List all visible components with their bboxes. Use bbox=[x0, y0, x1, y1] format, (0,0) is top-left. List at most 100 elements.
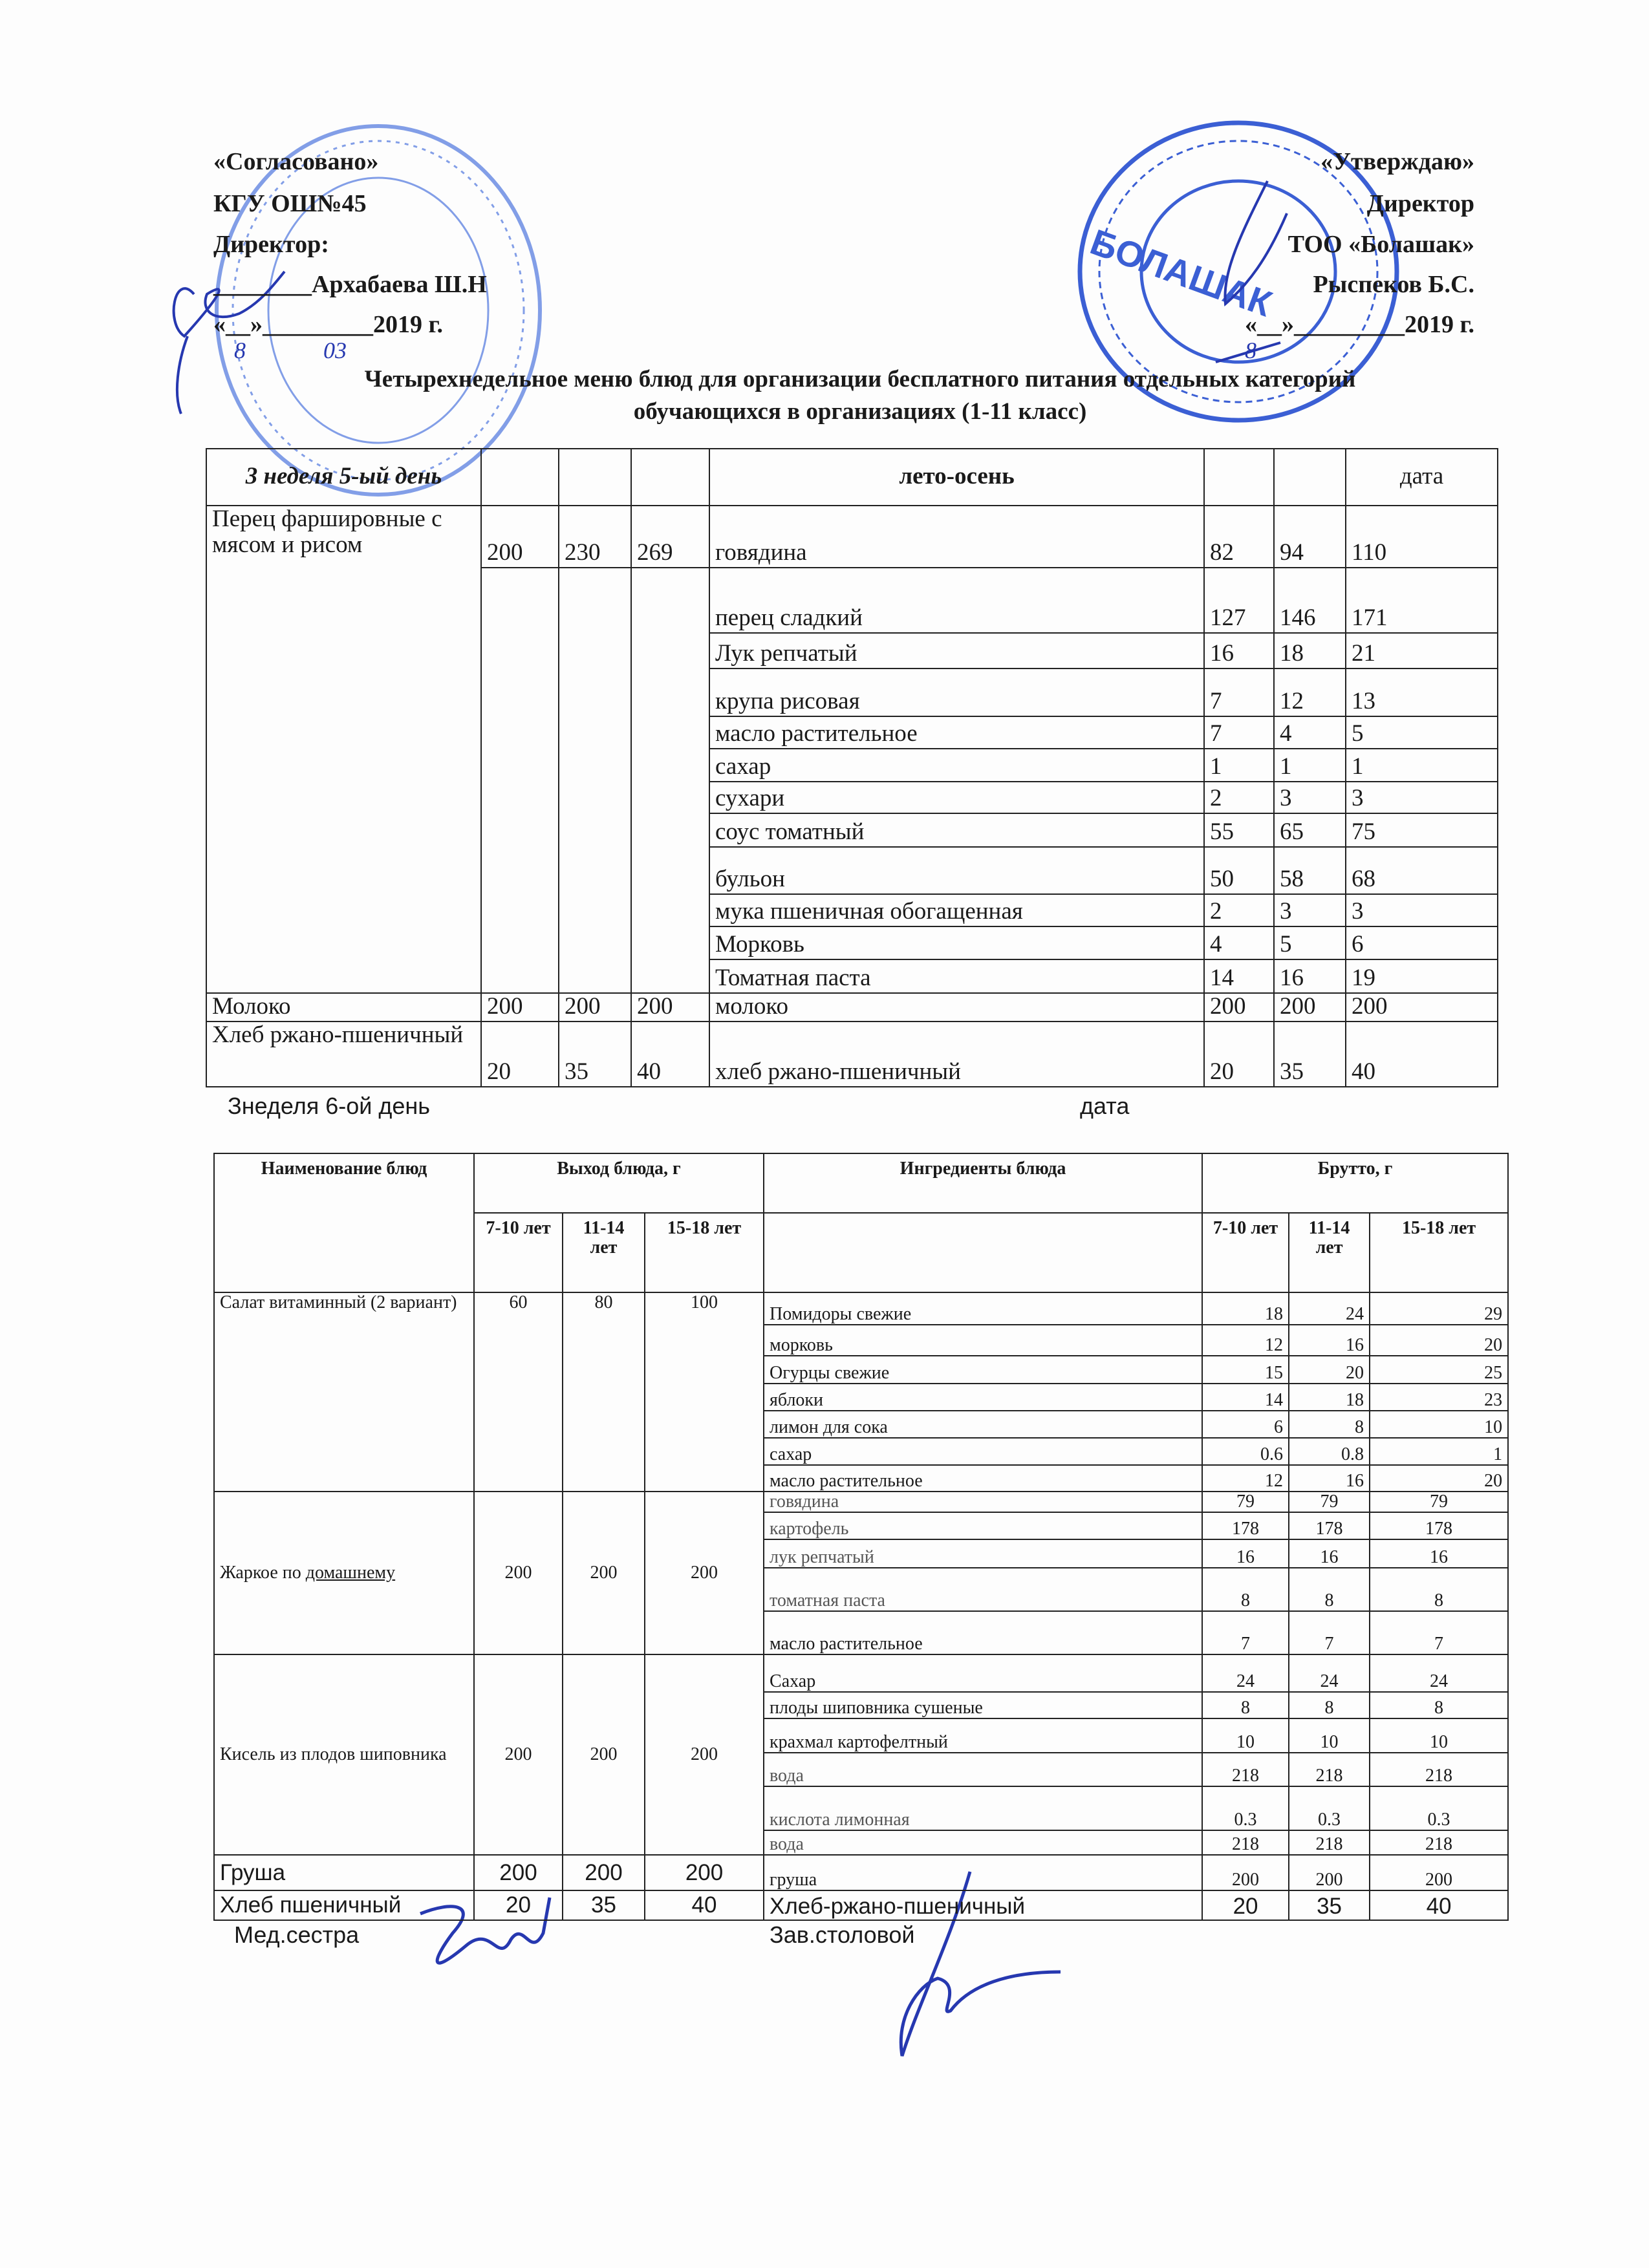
ingredient-gross: 18 bbox=[1273, 632, 1346, 669]
table-row: картофель 178 178 178 bbox=[214, 1512, 1509, 1540]
ingredient-gross: 200 bbox=[1202, 1854, 1290, 1891]
ingredient-gross: 8 bbox=[1202, 1691, 1290, 1719]
dish-yield: 200 bbox=[558, 992, 632, 1022]
table-row: кислота лимонная 0.3 0.3 0.3 bbox=[214, 1786, 1509, 1831]
ingredient-gross: 8 bbox=[1288, 1691, 1371, 1719]
dish-yield: 200 bbox=[630, 992, 710, 1022]
ingredient-name: сухари bbox=[709, 781, 1205, 814]
dish-yield: 80 bbox=[562, 1292, 645, 1492]
table-row: Томатная паста 14 16 19 bbox=[206, 959, 1498, 994]
ingredient-gross: 16 bbox=[1203, 632, 1275, 669]
table-row: крупа рисовая 7 12 13 bbox=[206, 668, 1498, 717]
dish-yield: 200 bbox=[473, 1491, 563, 1655]
table-cell bbox=[1203, 448, 1275, 506]
ingredient-gross: 200 bbox=[1288, 1854, 1371, 1891]
dish-yield: 20 bbox=[480, 1021, 559, 1087]
table-cell bbox=[630, 448, 710, 506]
ingredient-gross: 178 bbox=[1369, 1512, 1509, 1540]
ingredient-name: говядина bbox=[709, 505, 1205, 568]
ingredient-gross: 8 bbox=[1369, 1691, 1509, 1719]
canteen-head-label: Зав.столовой bbox=[770, 1921, 915, 1948]
ingredient-gross: 0.3 bbox=[1202, 1786, 1290, 1831]
table-row: перец сладкий 127 146 171 bbox=[206, 567, 1498, 994]
ingredient-gross: 8 bbox=[1202, 1567, 1290, 1612]
ingredient-gross: 10 bbox=[1202, 1718, 1290, 1753]
table-row: Лук репчатый 16 18 21 bbox=[206, 632, 1498, 669]
dish-column-header: Наименование блюд bbox=[213, 1153, 475, 1293]
ingredient-gross: 218 bbox=[1369, 1752, 1509, 1787]
ingredient-gross: 68 bbox=[1345, 846, 1498, 895]
table-row: соус томатный 55 65 75 bbox=[206, 813, 1498, 848]
ingredient-gross: 6 bbox=[1345, 926, 1498, 960]
yield-age-header: 15-18 лет bbox=[643, 1212, 765, 1293]
ingredient-name: хлеб ржано-пшеничный bbox=[709, 1021, 1205, 1087]
ingredient-gross: 0.6 bbox=[1202, 1437, 1290, 1466]
ingredient-gross: 0.3 bbox=[1288, 1786, 1371, 1831]
nurse-label: Мед.сестра bbox=[234, 1921, 360, 1948]
dish-yield: 200 bbox=[473, 1854, 563, 1891]
table-row: Перец фаршировные с мясом и рисом 200 230 2… bbox=[206, 505, 1498, 994]
table-row: Морковь 4 5 6 bbox=[206, 926, 1498, 960]
table-row: масло растительное 7 7 7 bbox=[214, 1610, 1509, 1655]
handwritten-day-left: 8 bbox=[234, 337, 246, 363]
ingredient-gross: 0.3 bbox=[1369, 1786, 1509, 1831]
ingredient-gross: 58 bbox=[1273, 846, 1346, 895]
ingredient-gross: 7 bbox=[1202, 1610, 1290, 1655]
table-row: морковь 12 16 20 bbox=[214, 1324, 1509, 1356]
dish-name: Салат витаминный (2 вариант) bbox=[213, 1292, 475, 1492]
signature-canteen-head bbox=[899, 1871, 1061, 2057]
ingredient-gross: 24 bbox=[1202, 1654, 1290, 1693]
ingredient-gross: 14 bbox=[1202, 1383, 1290, 1411]
week-day-label: Знеделя 6-ой день bbox=[228, 1093, 430, 1119]
table-row: Кисель из плодов шиповника 200 200 200 Сахар… bbox=[213, 1654, 1509, 1856]
ingredient-gross: 12 bbox=[1202, 1324, 1290, 1356]
dish-name: Кисель из плодов шиповника bbox=[213, 1654, 475, 1856]
table-row: мука пшеничная обогащенная 2 3 3 bbox=[206, 893, 1498, 927]
dish-yield: 40 bbox=[630, 1021, 710, 1087]
ingredient-gross: 18 bbox=[1202, 1292, 1290, 1325]
ingredient-name: Помидоры свежие bbox=[763, 1292, 1203, 1325]
table-row: бульон 50 58 68 bbox=[206, 846, 1498, 895]
dish-yield: 20 bbox=[473, 1890, 563, 1921]
ingredient-gross: 218 bbox=[1288, 1830, 1371, 1856]
dish-yield: 200 bbox=[643, 1491, 765, 1655]
ingredient-gross: 3 bbox=[1345, 781, 1498, 814]
empty-cell bbox=[558, 567, 632, 994]
ingredient-gross: 171 bbox=[1345, 567, 1498, 634]
dish-yield: 200 bbox=[643, 1654, 765, 1856]
ingredient-gross: 25 bbox=[1369, 1355, 1509, 1384]
dish-yield: 200 bbox=[562, 1654, 645, 1856]
ingredient-name: крахмал картофелтный bbox=[763, 1718, 1203, 1753]
table-row: крахмал картофелтный 10 10 10 bbox=[214, 1718, 1509, 1753]
ingredient-gross: 24 bbox=[1369, 1654, 1509, 1693]
season-header: лето-осень bbox=[709, 448, 1205, 506]
director-label-right: Директор bbox=[1366, 190, 1474, 217]
ingredient-gross: 200 bbox=[1369, 1854, 1509, 1891]
ingredient-gross: 35 bbox=[1273, 1021, 1346, 1087]
ingredient-gross: 12 bbox=[1202, 1464, 1290, 1492]
ingredient-name: перец сладкий bbox=[709, 567, 1205, 634]
ingredient-name: груша bbox=[763, 1854, 1203, 1891]
date-left: «__»_________2019 г. bbox=[213, 311, 443, 338]
signature-left-director bbox=[172, 270, 286, 414]
ingredient-gross: 178 bbox=[1288, 1512, 1371, 1540]
ingredient-gross: 146 bbox=[1273, 567, 1346, 634]
ingredient-gross: 14 bbox=[1203, 959, 1275, 994]
ingredient-gross: 8 bbox=[1288, 1567, 1371, 1612]
table-row: Салат витаминный (2 вариант) 60 80 100 Помид… bbox=[213, 1292, 1509, 1492]
document-title-line1: Четырехнедельное меню блюд для организац… bbox=[364, 366, 1356, 392]
ingredient-gross: 10 bbox=[1288, 1718, 1371, 1753]
ingredient-gross: 110 bbox=[1345, 505, 1498, 568]
ingredient-name: кислота лимонная bbox=[763, 1786, 1203, 1831]
dish-yield: 269 bbox=[630, 505, 710, 568]
underlined-word: домашнему bbox=[305, 1563, 396, 1583]
ingredient-gross: 23 bbox=[1369, 1383, 1509, 1411]
ingredient-gross: 16 bbox=[1202, 1539, 1290, 1568]
ingredient-gross: 200 bbox=[1203, 992, 1275, 1022]
ingredient-name: вода bbox=[763, 1752, 1203, 1787]
table-cell bbox=[1273, 448, 1346, 506]
ingredient-gross: 79 bbox=[1288, 1491, 1371, 1513]
dish-name: Груша bbox=[213, 1854, 475, 1891]
table-row: вода 218 218 218 bbox=[214, 1830, 1509, 1856]
